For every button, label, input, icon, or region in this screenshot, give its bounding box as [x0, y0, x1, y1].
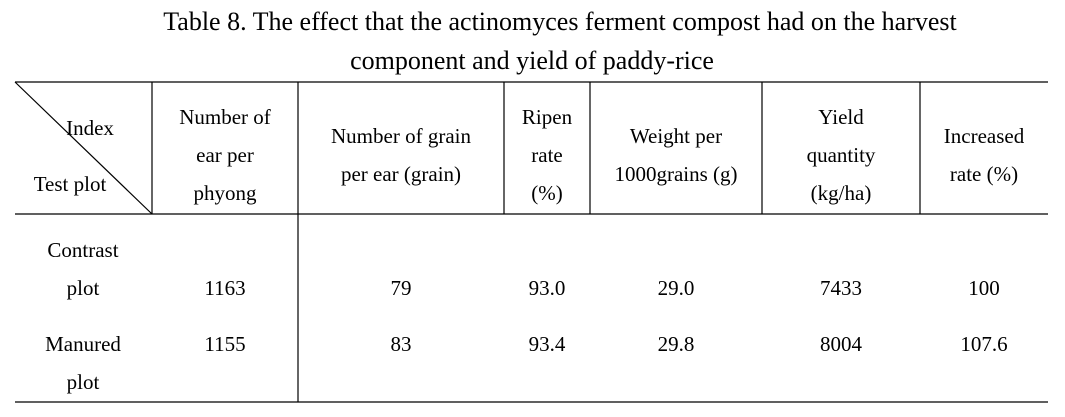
cell: 29.8 — [658, 332, 695, 356]
column-header: rate — [531, 143, 562, 167]
cell: 93.0 — [529, 276, 566, 300]
row-label: plot — [67, 276, 100, 300]
title-line: component and yield of paddy-rice — [350, 46, 714, 75]
column-header: (%) — [531, 181, 562, 205]
column-header: Weight per — [630, 124, 722, 148]
cell: 100 — [968, 276, 1000, 300]
column-header: Ripen — [522, 105, 573, 129]
cell: 1163 — [204, 276, 245, 300]
cell: 1155 — [204, 332, 245, 356]
corner-diagonal — [14, 81, 153, 215]
column-header: Increased — [944, 124, 1025, 148]
column-header: 1000grains (g) — [614, 162, 737, 186]
row-label: plot — [67, 370, 100, 394]
column-header: ear per — [196, 143, 254, 167]
row-label: Manured — [45, 332, 121, 356]
column-header: rate (%) — [950, 162, 1018, 186]
cell: 8004 — [820, 332, 863, 356]
title-line: Table 8. The effect that the actinomyces… — [163, 7, 957, 36]
cell: 107.6 — [960, 332, 1007, 356]
cell: 7433 — [820, 276, 862, 300]
column-header: Number of grain — [331, 124, 471, 148]
cell: 83 — [391, 332, 412, 356]
column-header: Number of — [179, 105, 271, 129]
row-label: Contrast — [47, 238, 118, 262]
column-header: per ear (grain) — [341, 162, 461, 186]
cell: 29.0 — [658, 276, 695, 300]
cell: 79 — [391, 276, 412, 300]
column-header: Yield — [818, 105, 864, 129]
corner-test-plot: Test plot — [34, 172, 107, 196]
column-header: (kg/ha) — [811, 181, 872, 205]
corner-index: Index — [66, 116, 114, 140]
column-header: quantity — [807, 143, 876, 167]
column-header: phyong — [194, 181, 258, 205]
cell: 93.4 — [529, 332, 566, 356]
